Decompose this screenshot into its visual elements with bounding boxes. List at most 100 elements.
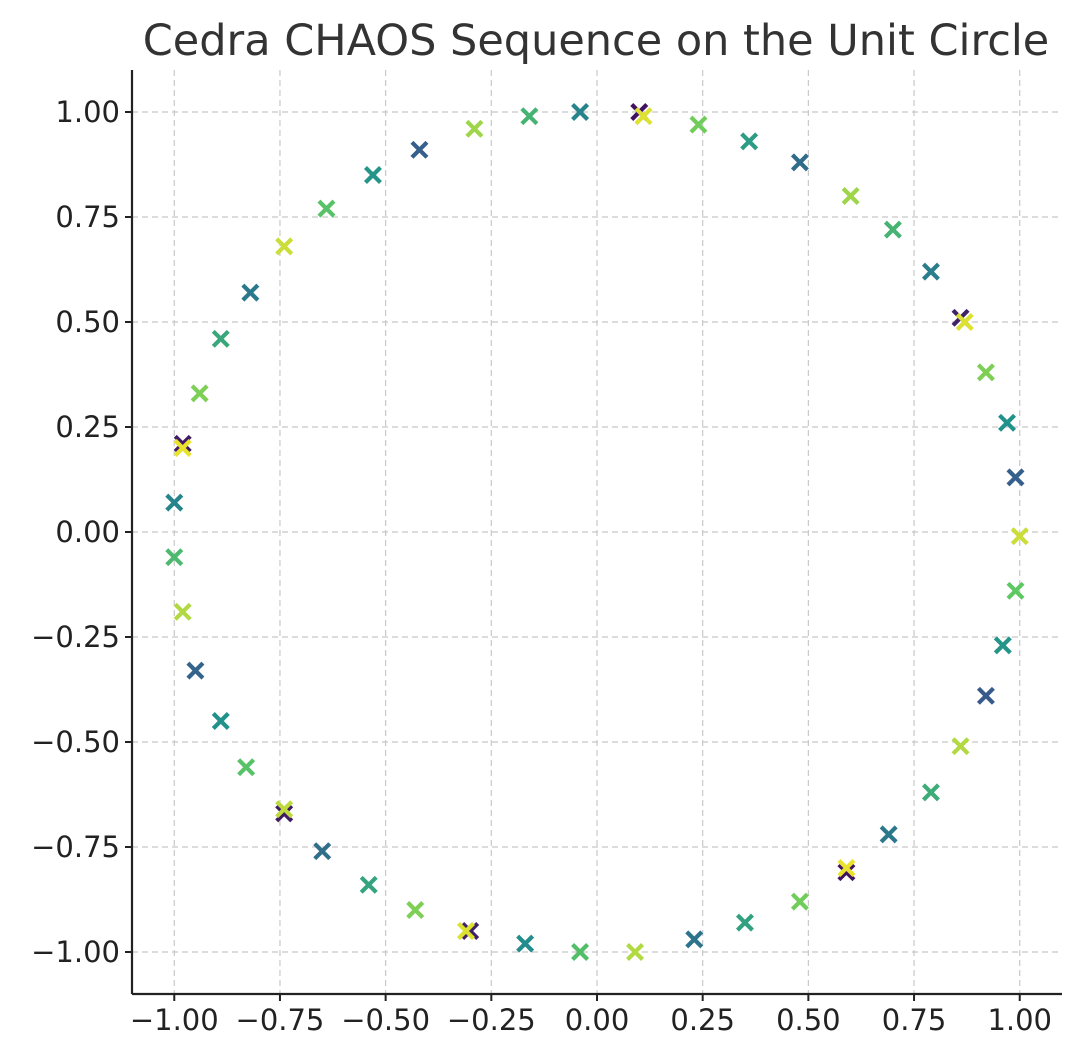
y-tick-labels: 1.00 0.75 0.50 0.25 0.00 −0.25 −0.50 −0.75 −1.00 [31, 95, 120, 969]
marker-stroke [275, 800, 294, 819]
data-point [465, 119, 484, 138]
y-tick-label: 1.00 [55, 95, 120, 129]
data-point [571, 943, 590, 961]
marker-stroke [165, 548, 184, 567]
x-tick-label: 1.00 [987, 1003, 1052, 1037]
marker-stroke [689, 115, 708, 134]
marker-stroke [976, 686, 995, 705]
data-point [363, 166, 382, 184]
y-tick-label: −1.00 [31, 935, 120, 969]
marker-stroke [571, 103, 590, 121]
x-tick-label: 0.50 [776, 1003, 841, 1037]
data-point [837, 863, 856, 882]
marker-stroke [211, 329, 230, 348]
marker-stroke [275, 804, 294, 823]
data-point [921, 783, 940, 802]
data-point [837, 859, 856, 877]
marker-stroke [173, 434, 192, 453]
y-tick-label: 0.75 [55, 200, 120, 234]
marker-stroke [841, 187, 860, 205]
marker-stroke [955, 313, 974, 331]
x-tick-label: −0.75 [236, 1003, 325, 1037]
data-point [406, 901, 425, 919]
marker-stroke [363, 166, 382, 184]
data-point [921, 262, 940, 281]
x-tick-label: −0.50 [341, 1003, 430, 1037]
data-point [951, 737, 970, 756]
x-tick-label: −0.25 [447, 1003, 536, 1037]
marker-stroke [790, 892, 809, 911]
data-point [689, 115, 708, 134]
data-point [173, 602, 192, 621]
data-point [317, 199, 336, 218]
x-tick-label: −1.00 [130, 1003, 219, 1037]
data-point [520, 107, 539, 126]
marker-stroke [520, 107, 539, 126]
data-point [359, 875, 378, 894]
marker-stroke [516, 934, 535, 953]
marker-stroke [634, 107, 653, 126]
data-point [275, 804, 294, 823]
data-point [173, 434, 192, 453]
marker-stroke [1006, 581, 1025, 600]
marker-stroke [740, 132, 759, 151]
marker-stroke [626, 943, 645, 961]
grid [132, 70, 1062, 994]
marker-stroke [186, 661, 205, 680]
marker-stroke [313, 842, 332, 861]
marker-stroke [461, 922, 480, 940]
data-point [790, 153, 809, 172]
data-point [993, 636, 1012, 655]
data-point [685, 930, 704, 949]
data-point [165, 548, 184, 567]
marker-stroke [456, 922, 475, 940]
marker-stroke [173, 439, 192, 457]
data-point [461, 922, 480, 940]
data-point [456, 922, 475, 940]
y-tick-label: 0.00 [55, 515, 120, 549]
marker-stroke [998, 413, 1017, 432]
data-point [735, 913, 754, 932]
data-point [516, 934, 535, 953]
marker-stroke [173, 602, 192, 621]
data-point [1006, 468, 1025, 487]
marker-stroke [165, 493, 184, 512]
data-point [410, 140, 429, 159]
data-point [571, 103, 590, 121]
data-point [190, 384, 209, 403]
data-point [998, 413, 1017, 432]
chart-title: Cedra CHAOS Sequence on the Unit Circle [143, 16, 1050, 66]
marker-stroke [241, 283, 260, 302]
y-tick-label: −0.25 [31, 620, 120, 654]
y-tick-label: −0.50 [31, 725, 120, 759]
data-point [275, 237, 294, 256]
marker-stroke [406, 901, 425, 919]
marker-stroke [976, 363, 995, 382]
data-point [241, 283, 260, 302]
x-tick-label: 0.25 [670, 1003, 735, 1037]
marker-stroke [190, 384, 209, 403]
marker-stroke [951, 737, 970, 756]
data-point [740, 132, 759, 151]
data-points [165, 103, 1029, 961]
data-point [186, 661, 205, 680]
marker-stroke [879, 825, 898, 844]
marker-stroke [993, 636, 1012, 655]
marker-stroke [921, 262, 940, 281]
y-tick-label: 0.50 [55, 305, 120, 339]
marker-stroke [883, 220, 902, 239]
data-point [211, 712, 230, 730]
data-point [313, 842, 332, 861]
marker-stroke [685, 930, 704, 949]
marker-stroke [1006, 468, 1025, 487]
y-tick-label: −0.75 [31, 830, 120, 864]
data-point [790, 892, 809, 911]
data-point [976, 686, 995, 705]
x-tick-label: 0.75 [882, 1003, 947, 1037]
marker-stroke [410, 140, 429, 159]
data-point [626, 943, 645, 961]
marker-stroke [1010, 527, 1029, 546]
marker-stroke [359, 875, 378, 894]
data-point [1010, 527, 1029, 546]
marker-stroke [735, 913, 754, 932]
